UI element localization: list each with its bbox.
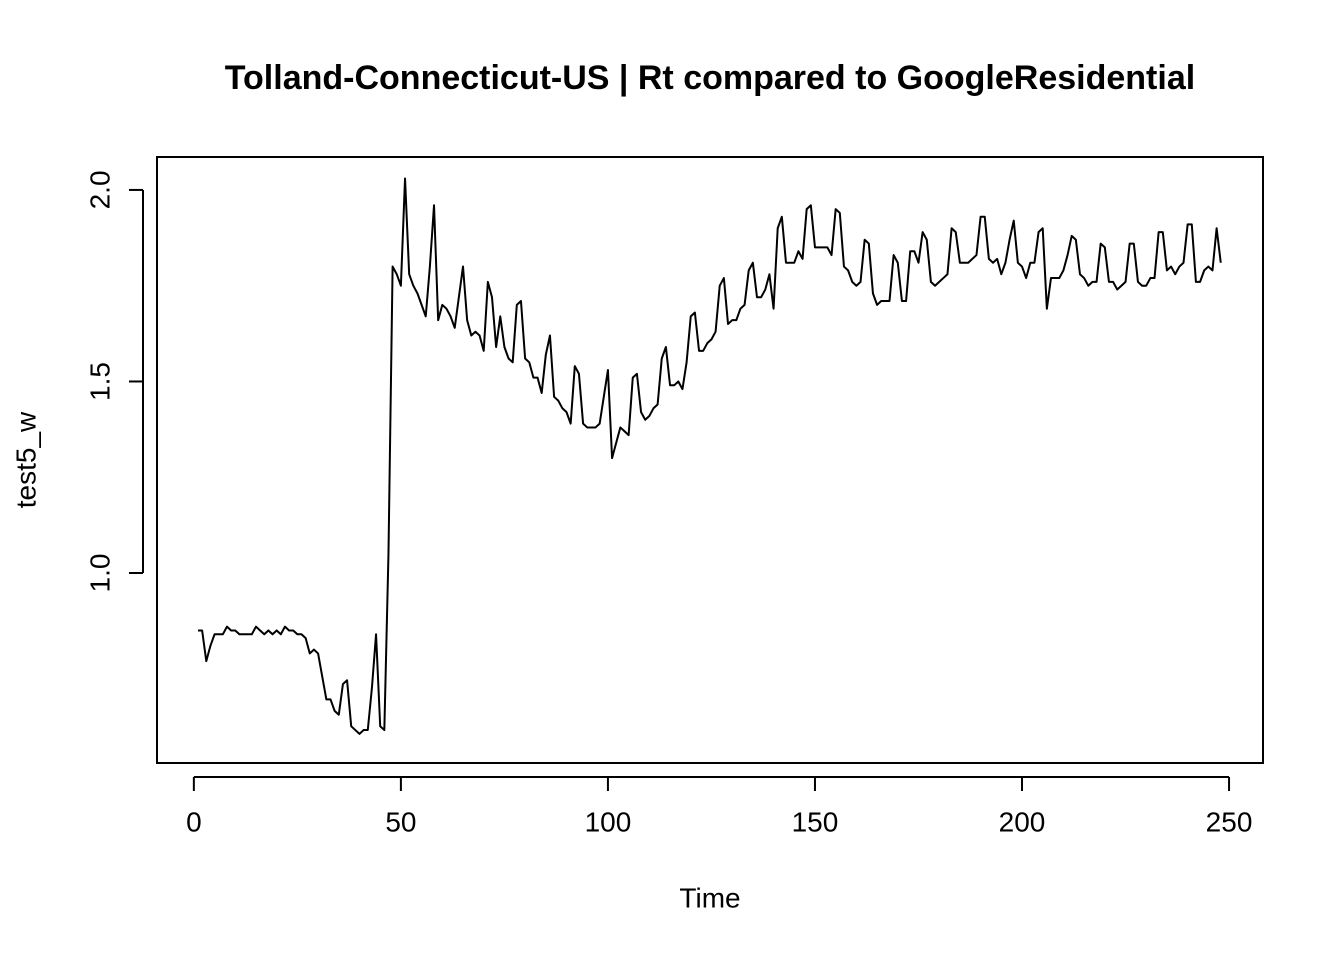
y-tick-label: 2.0	[84, 170, 115, 209]
plot-frame	[156, 156, 1264, 764]
x-tick-label: 0	[186, 806, 202, 837]
y-tick-label: 1.0	[84, 554, 115, 593]
data-line	[197, 177, 1222, 735]
x-tick-label: 50	[385, 806, 416, 837]
x-tick-label: 250	[1206, 806, 1253, 837]
y-axis-label: test5_w	[10, 411, 41, 508]
x-axis-label: Time	[679, 882, 740, 913]
x-tick-label: 100	[585, 806, 632, 837]
x-tick-label: 150	[792, 806, 839, 837]
y-tick-label: 1.5	[84, 362, 115, 401]
x-tick-label: 200	[999, 806, 1046, 837]
chart-title: Tolland-Connecticut-US | Rt compared to …	[225, 59, 1195, 97]
